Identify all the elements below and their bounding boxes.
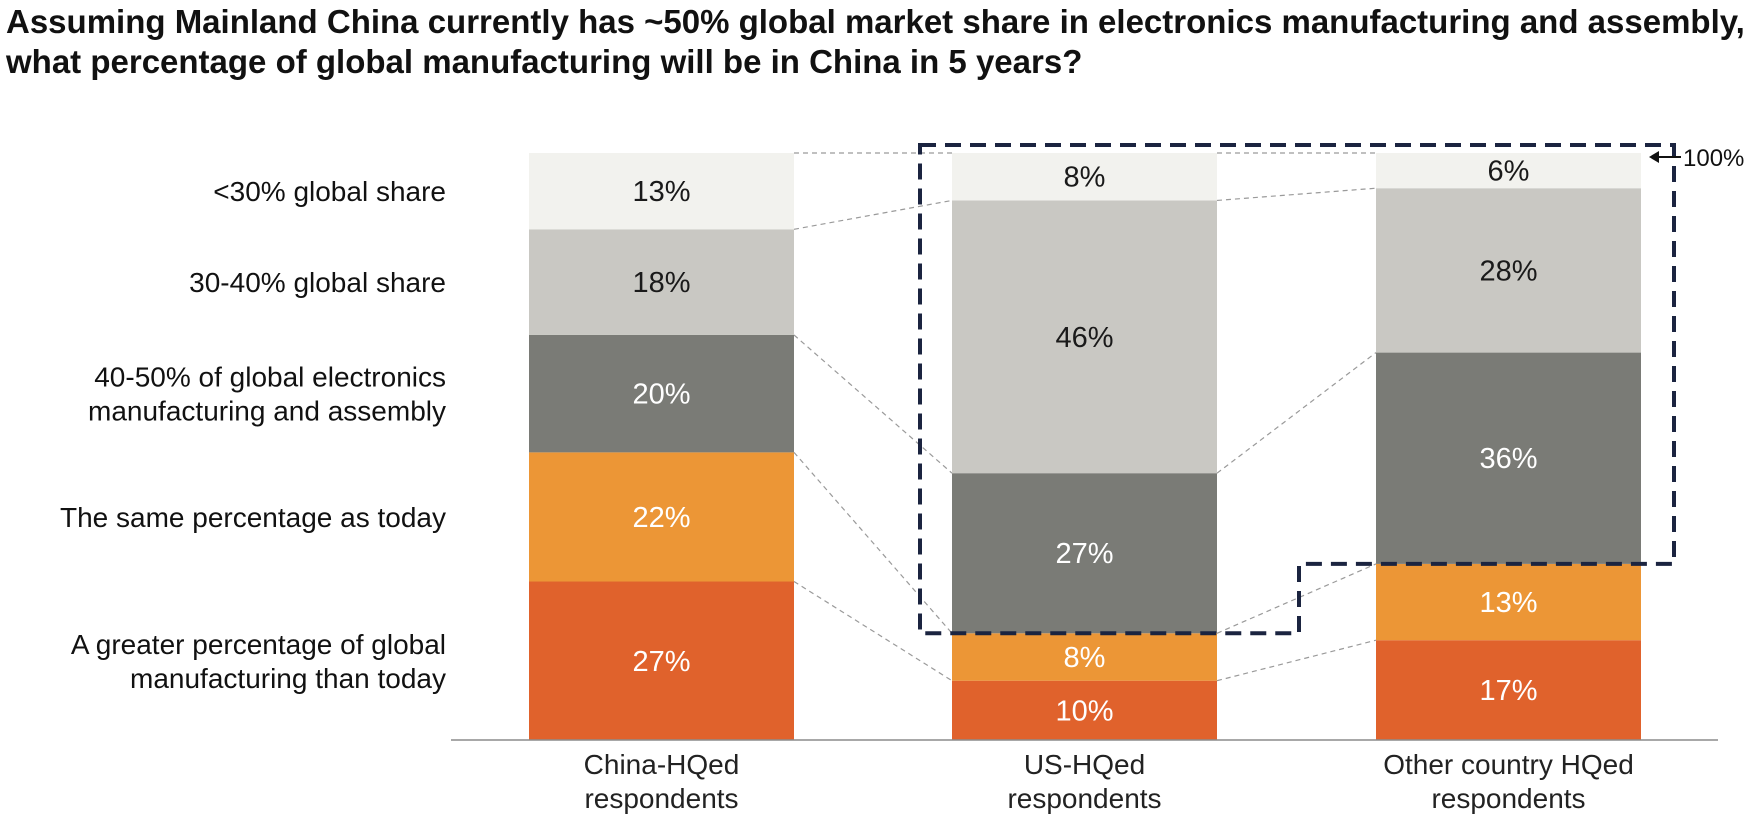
- connector-line: [1216, 187, 1377, 202]
- bar-segment: [529, 581, 794, 740]
- data-label: 27%: [632, 646, 690, 678]
- bar-segment: [952, 633, 1217, 681]
- legend-label: <30% global share: [213, 176, 446, 207]
- connector-line: [793, 334, 953, 474]
- data-label: 10%: [1055, 695, 1113, 727]
- data-label: 13%: [632, 176, 690, 208]
- connector-line: [793, 451, 953, 634]
- bar-segment: [1376, 352, 1641, 564]
- bar-segment: [1376, 188, 1641, 353]
- legend-label: manufacturing than today: [130, 663, 446, 694]
- annotation-arrowhead: [1649, 151, 1659, 163]
- bar-segment: [952, 473, 1217, 634]
- category-label: China-HQed: [584, 749, 740, 780]
- annotation-label: 100%: [1683, 145, 1744, 172]
- data-label: 20%: [632, 379, 690, 411]
- legend-label: 30-40% global share: [189, 267, 446, 298]
- data-label: 28%: [1479, 255, 1537, 287]
- connector-line: [793, 581, 953, 682]
- data-label: 27%: [1055, 538, 1113, 570]
- bar-segment: [1376, 153, 1641, 189]
- data-label: 22%: [632, 502, 690, 534]
- bar-segment: [952, 680, 1217, 740]
- chart-title: Assuming Mainland China currently has ~5…: [6, 3, 1745, 80]
- connector-line: [1216, 352, 1377, 474]
- bar-segment: [952, 153, 1217, 201]
- bar-segment: [529, 229, 794, 335]
- category-label: US-HQed: [1024, 749, 1145, 780]
- bar-segment: [529, 452, 794, 582]
- data-label: 36%: [1479, 443, 1537, 475]
- data-label: 18%: [632, 267, 690, 299]
- connector-line: [793, 199, 953, 230]
- category-label: respondents: [1007, 783, 1161, 814]
- bar-segment: [529, 153, 794, 230]
- category-label: respondents: [584, 783, 738, 814]
- legend-label: The same percentage as today: [60, 502, 446, 533]
- bar-segment: [1376, 640, 1641, 740]
- data-label: 6%: [1488, 156, 1530, 188]
- legend-label: 40-50% of global electronics: [94, 362, 446, 393]
- bar-segment: [1376, 563, 1641, 641]
- legend-label: A greater percentage of global: [71, 629, 446, 660]
- bar-segment: [952, 200, 1217, 474]
- legend-label: manufacturing and assembly: [88, 396, 446, 427]
- data-label: 8%: [1064, 642, 1106, 674]
- data-label: 13%: [1479, 587, 1537, 619]
- bar-segment: [529, 334, 794, 453]
- data-label: 46%: [1055, 322, 1113, 354]
- data-label: 17%: [1479, 675, 1537, 707]
- connector-line: [1216, 639, 1377, 682]
- category-label: Other country HQed: [1383, 749, 1634, 780]
- data-label: 8%: [1064, 162, 1106, 194]
- category-label: respondents: [1431, 783, 1585, 814]
- connector-line: [1216, 563, 1377, 634]
- highlight-outline: [918, 143, 1676, 636]
